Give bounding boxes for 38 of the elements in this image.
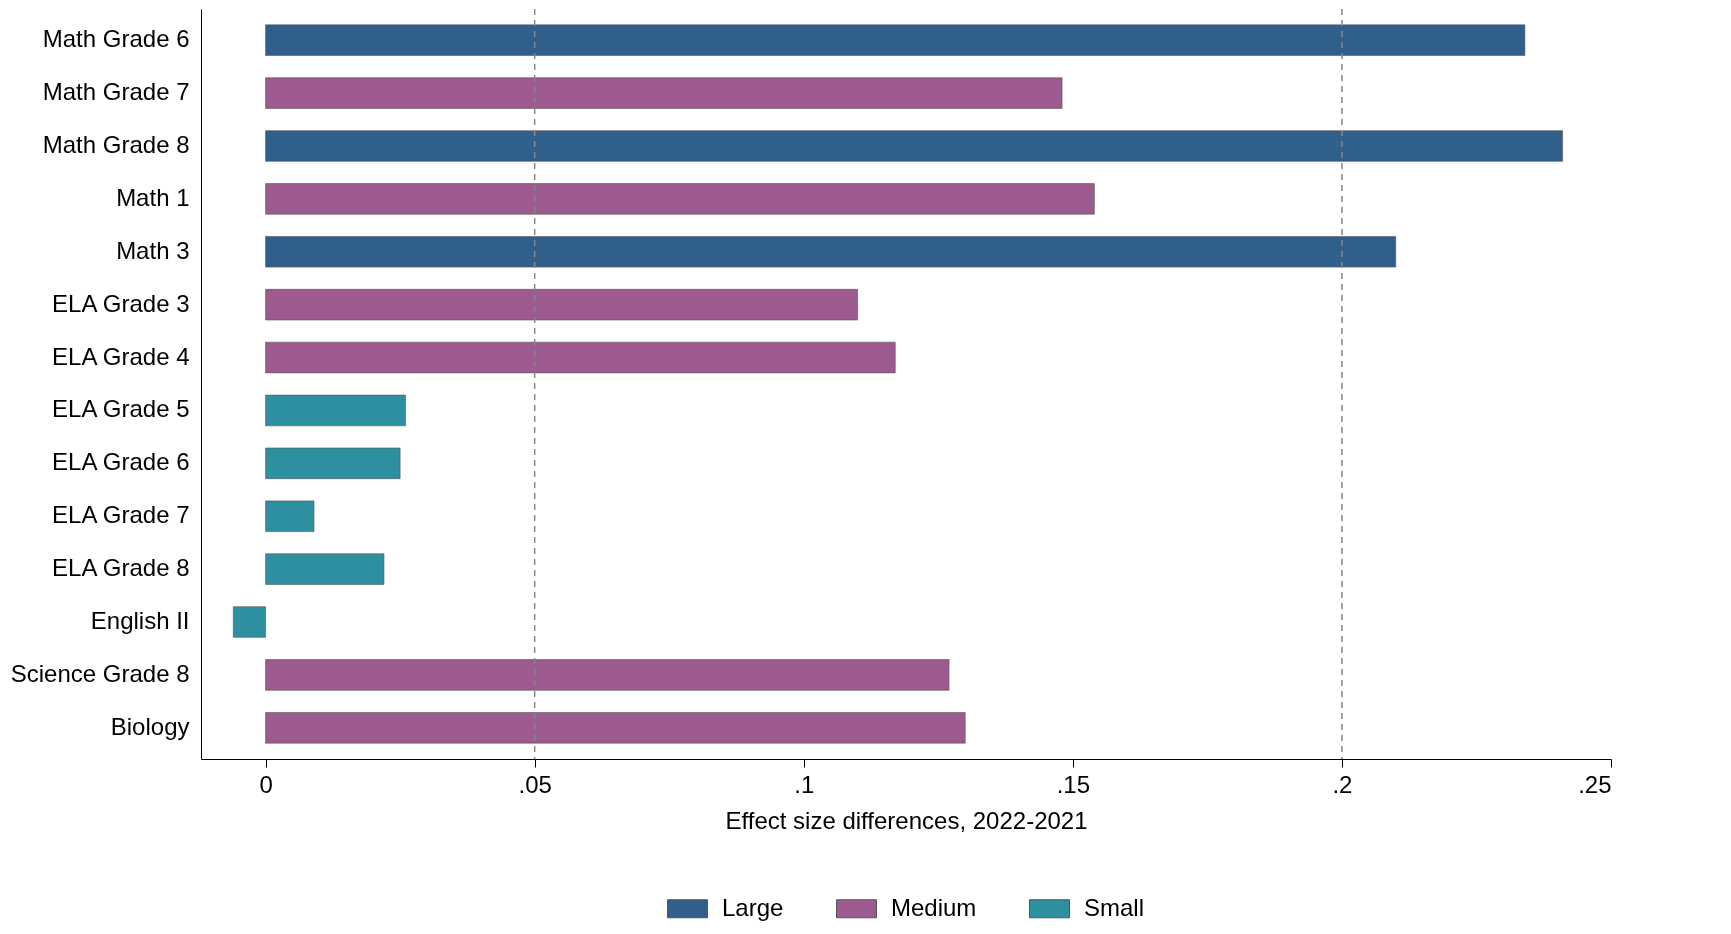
y-tick-label: ELA Grade 5 [52,395,190,423]
y-tick-label: ELA Grade 6 [52,448,190,476]
x-tick-label: .25 [1578,770,1612,798]
y-tick-label: Math Grade 7 [42,78,190,106]
bar [265,659,950,691]
x-tick-label: .15 [1056,770,1091,798]
y-tick-label: ELA Grade 4 [52,342,190,370]
bar [265,500,315,532]
bar [265,183,1095,215]
x-tick-label: .05 [518,770,552,798]
bar [265,77,1063,109]
y-tick-label: English II [90,607,190,635]
y-tick-label: Science Grade 8 [10,659,190,687]
bar [265,130,1563,162]
bar [265,341,896,374]
bar [265,289,858,321]
x-axis-title: Effect size differences, 2022-2021 [725,806,1088,834]
legend-label: Medium [891,893,977,921]
y-tick-label: ELA Grade 7 [52,501,190,529]
bar [265,712,966,744]
legend-label: Small [1084,893,1145,921]
y-tick-label: Math 3 [116,236,190,264]
x-tick-label: 0 [259,770,273,798]
x-tick-label: .2 [1332,770,1353,798]
bar [265,553,385,585]
y-tick-label: Math Grade 6 [42,25,190,53]
bar [265,447,401,479]
y-tick-label: Math Grade 8 [42,130,190,158]
y-tick-label: ELA Grade 8 [52,554,190,582]
bar [265,24,1526,56]
y-tick-label: Math 1 [116,183,190,211]
bar [265,394,406,427]
y-tick-label: ELA Grade 3 [52,289,190,317]
legend-label: Large [722,893,784,921]
bar [232,606,266,638]
x-tick-label: .1 [794,770,815,798]
bar [265,236,1397,268]
y-tick-label: Biology [110,712,190,740]
